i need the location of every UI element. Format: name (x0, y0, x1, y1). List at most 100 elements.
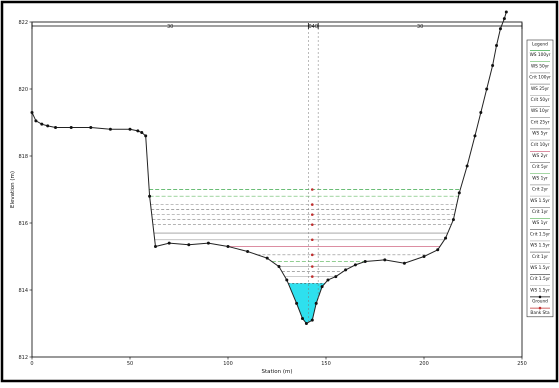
ground-point (266, 257, 269, 260)
ground-point (458, 191, 461, 194)
level-marker-point (311, 223, 314, 226)
level-marker-point (311, 203, 314, 206)
x-tick-label: 150 (321, 361, 331, 367)
ground-point (285, 278, 288, 281)
x-tick-label: 200 (419, 361, 429, 367)
ground-point (34, 119, 37, 122)
ground-point (423, 255, 426, 258)
ground-point (295, 302, 298, 305)
x-axis-label: Station (m) (262, 369, 293, 375)
ground-point (227, 245, 230, 248)
ground-point (364, 260, 367, 263)
ground-point (444, 237, 447, 240)
y-tick-label: 814 (18, 288, 28, 294)
legend-title: Legend (532, 42, 548, 48)
ground-point (436, 248, 439, 251)
level-marker-point (311, 238, 314, 241)
legend-marker (539, 307, 542, 310)
ground-point (136, 129, 139, 132)
legend-entry-label: WS 1.5yr (530, 243, 550, 249)
legend-entry-label: Crit 10yr (531, 142, 550, 148)
legend-entry-label: Crit 50yr (531, 97, 550, 103)
legend-entry-label: Crit 1.5yr (530, 231, 550, 237)
ground-point (70, 126, 73, 129)
legend-entry-label: Ground (532, 299, 548, 305)
y-tick-label: 816 (18, 221, 28, 227)
legend-entry-label: WS 2yr (532, 153, 548, 159)
legend-entry-label: WS 50yr (531, 63, 549, 69)
legend-entry-label: WS 1yr (532, 175, 548, 181)
legend-entry-label: Crit 1.5yr (530, 276, 550, 282)
legend-marker (539, 296, 542, 299)
legend-entry-label: Crit 1yr (532, 209, 548, 215)
reach-label: 30 (167, 24, 173, 30)
ground-point (354, 263, 357, 266)
level-marker-point (311, 188, 314, 191)
ground-point (89, 126, 92, 129)
legend-entry-label: WS 1yr (532, 220, 548, 226)
ground-point (187, 243, 190, 246)
ground-point (40, 123, 43, 126)
legend-entry-label: WS 1.5yr (530, 265, 550, 271)
legend-entry-label: WS 25yr (531, 86, 549, 92)
level-marker-point (311, 254, 314, 257)
y-tick-label: 822 (18, 20, 28, 26)
ground-point (473, 134, 476, 137)
ground-point (31, 111, 34, 114)
legend-entry-label: Crit 2yr (532, 187, 548, 193)
ground-point (383, 258, 386, 261)
x-tick-label: 50 (127, 361, 133, 367)
ground-point (344, 268, 347, 271)
x-tick-label: 250 (517, 361, 527, 367)
y-tick-label: 820 (18, 87, 28, 93)
ground-point (334, 275, 337, 278)
ground-point (495, 44, 498, 47)
ground-point (479, 111, 482, 114)
ground-point (148, 195, 151, 198)
ground-point (207, 242, 210, 245)
ground-point (403, 262, 406, 265)
ground-point (491, 64, 494, 67)
legend-entry-label: WS 1.5yr (530, 198, 550, 204)
x-tick-label: 100 (223, 361, 233, 367)
y-axis-label: Elevation (m) (10, 171, 16, 208)
ground-point (129, 128, 132, 131)
ground-point (246, 250, 249, 253)
ground-point (505, 10, 508, 13)
ground-point (452, 218, 455, 221)
level-marker-point (311, 265, 314, 268)
legend-entry-label: WS 1.5yr (530, 287, 550, 293)
ground-point (277, 265, 280, 268)
y-tick-label: 818 (18, 154, 28, 160)
legend-entry-label: Crit 5yr (532, 164, 548, 170)
reach-label: 30 (417, 24, 423, 30)
ground-point (466, 165, 469, 168)
reach-label: 040 (308, 24, 318, 30)
ground-point (154, 245, 157, 248)
legend-entry-label: WS 100yr (530, 52, 551, 58)
ground-point (109, 128, 112, 131)
legend-entry-label: WS 10yr (531, 108, 549, 114)
ground-point (305, 322, 308, 325)
ground-point (321, 285, 324, 288)
ground-point (315, 302, 318, 305)
ground-point (499, 27, 502, 30)
ground-point (140, 131, 143, 134)
level-marker-point (311, 275, 314, 278)
level-marker-point (311, 213, 314, 216)
ground-point (144, 134, 147, 137)
legend-entry-label: Crit 25yr (531, 119, 550, 125)
ground-point (168, 242, 171, 245)
ground-point (326, 278, 329, 281)
legend-entry-label: WS 5yr (532, 131, 548, 137)
ground-point (46, 124, 49, 127)
ground-point (485, 88, 488, 91)
legend-entry-label: Crit 100yr (529, 75, 551, 81)
ground-point (54, 126, 57, 129)
x-tick-label: 0 (30, 361, 33, 367)
ground-point (311, 319, 314, 322)
ground-point (503, 17, 506, 20)
y-tick-label: 812 (18, 355, 28, 361)
